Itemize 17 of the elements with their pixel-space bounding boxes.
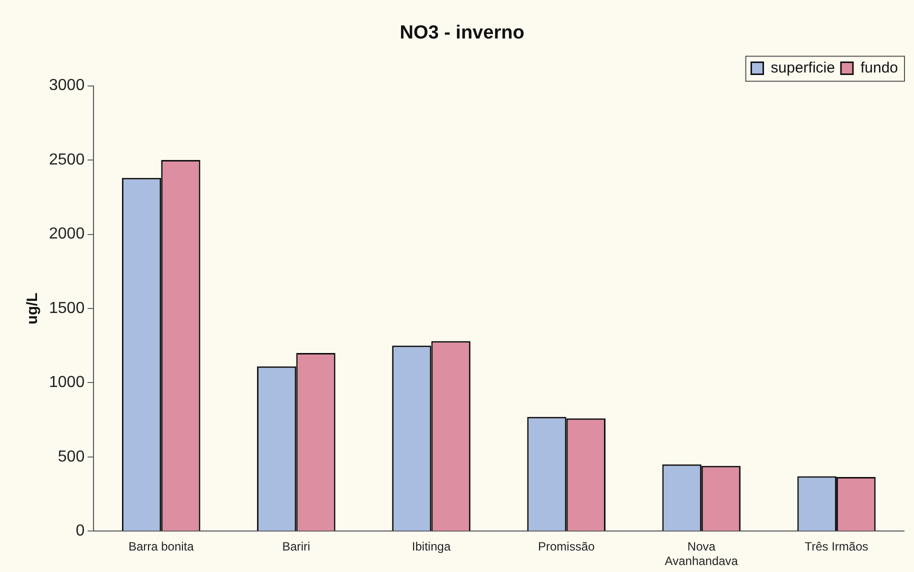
y-tick-label: 2000	[49, 226, 85, 243]
y-tick-label: 3000	[49, 77, 85, 94]
y-tick-label: 1500	[49, 300, 85, 317]
y-tick-label: 500	[58, 448, 85, 466]
y-axis-title: ug/L	[24, 292, 42, 324]
chart-title: NO3 - inverno	[400, 22, 524, 44]
x-tick-label: Três Irmãos	[804, 540, 868, 554]
x-tick-label: Barra bonita	[128, 540, 194, 554]
x-tick-label: Promissão	[538, 540, 595, 554]
x-tick-label: Ibitinga	[412, 540, 451, 554]
y-tick-label: 2500	[49, 151, 85, 168]
legend-label: fundo	[860, 59, 898, 76]
x-tick-label: Bariri	[282, 540, 310, 554]
y-tick-label: 1000	[49, 374, 85, 392]
y-tick-label: 0	[76, 522, 85, 540]
x-tick-label: Nova Avanhandava	[664, 540, 738, 568]
legend-label: superficie	[770, 59, 835, 76]
